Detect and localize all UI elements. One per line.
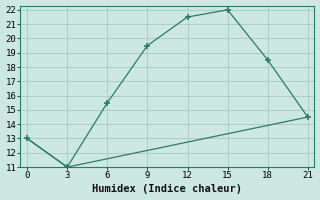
X-axis label: Humidex (Indice chaleur): Humidex (Indice chaleur) — [92, 184, 243, 194]
